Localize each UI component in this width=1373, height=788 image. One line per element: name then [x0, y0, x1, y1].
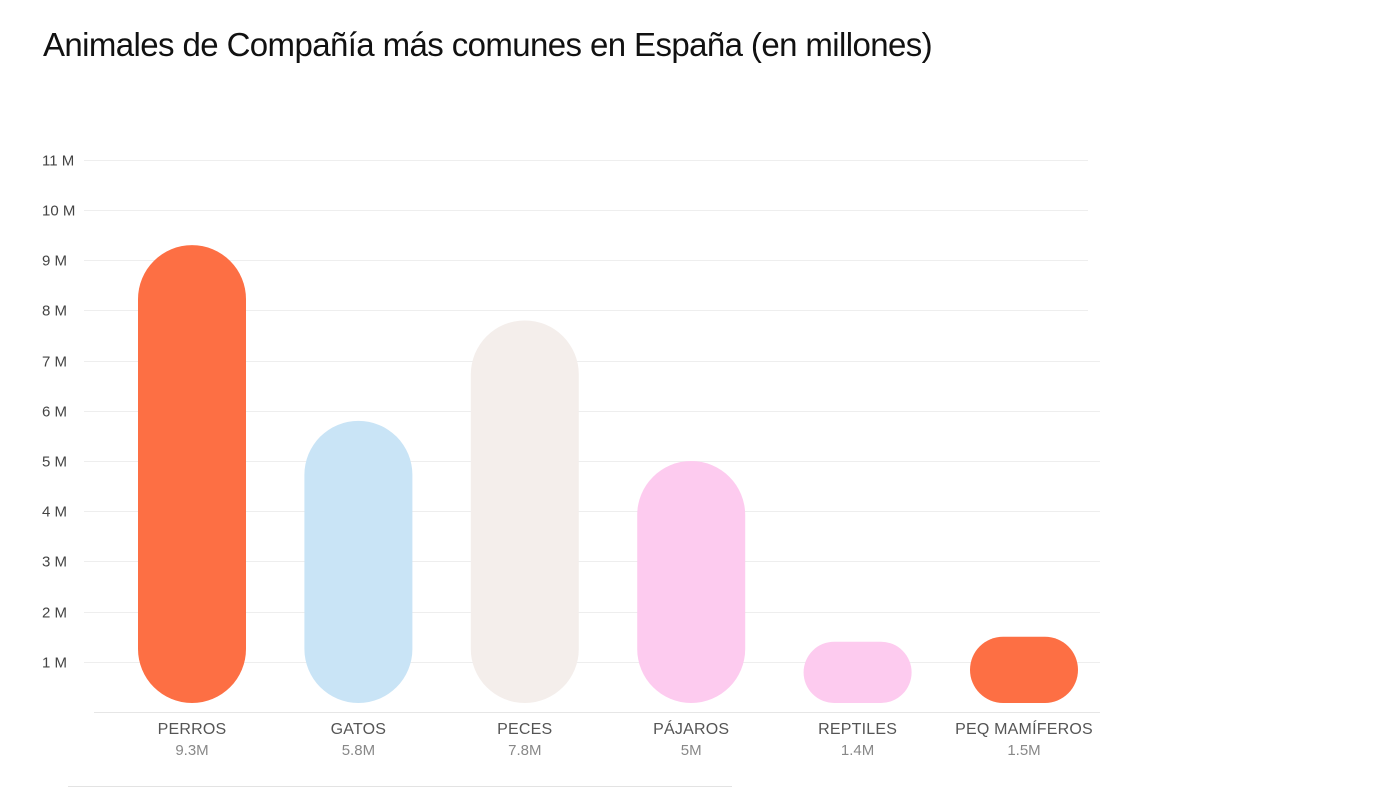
bar-gatos — [304, 420, 413, 703]
value-label: 9.3M — [175, 742, 208, 759]
category-label: PECES — [497, 721, 552, 738]
bar-peces — [470, 320, 579, 703]
x-axis: PERROS 9.3M GATOS 5.8M PECES 7.8M PÁJAROS 5M REP… — [158, 719, 1093, 759]
bar-pájaros — [637, 461, 746, 703]
chart-title: Animales de Compañía más comunes en Espa… — [43, 26, 933, 63]
y-tick-label: 3 M — [42, 554, 67, 571]
value-label: 1.4M — [841, 742, 874, 759]
y-axis: 1 M 2 M 3 M 4 M 5 M 6 M 7 M 8 M 9 M 10 M 11 M — [42, 153, 75, 672]
y-tick-label: 11 M — [42, 153, 74, 170]
y-tick-label: 1 M — [42, 655, 67, 672]
category-label: GATOS — [331, 721, 387, 738]
value-label: 5.8M — [342, 742, 375, 759]
gridlines — [84, 160, 1100, 713]
y-tick-label: 5 M — [42, 454, 67, 471]
y-tick-label: 2 M — [42, 605, 67, 622]
bar-peq-mamíferos — [970, 636, 1078, 703]
y-tick-label: 6 M — [42, 404, 67, 421]
bar-perros — [138, 245, 246, 703]
bars — [138, 245, 1078, 703]
category-label: PEQ MAMÍFEROS — [955, 719, 1093, 738]
y-tick-label: 7 M — [42, 354, 67, 371]
category-label: REPTILES — [818, 721, 897, 738]
y-tick-label: 8 M — [42, 303, 67, 320]
y-tick-label: 4 M — [42, 504, 67, 521]
value-label: 7.8M — [508, 742, 541, 759]
y-tick-label: 10 M — [42, 203, 75, 220]
value-label: 5M — [681, 742, 702, 759]
bar-reptiles — [803, 641, 912, 703]
value-label: 1.5M — [1007, 742, 1040, 759]
y-tick-label: 9 M — [42, 253, 67, 270]
bottom-divider — [68, 786, 732, 787]
category-label: PERROS — [158, 721, 227, 738]
category-label: PÁJAROS — [653, 719, 729, 738]
